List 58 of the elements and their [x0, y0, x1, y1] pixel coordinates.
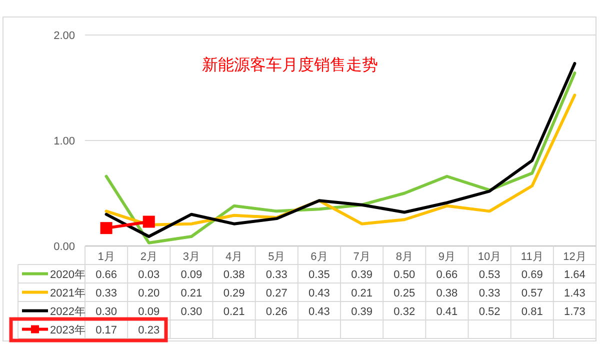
x-tick-label: 9月	[438, 251, 456, 263]
data-label: 0.66	[96, 268, 118, 281]
data-label: 0.52	[478, 306, 500, 318]
data-label: 0.33	[96, 287, 118, 300]
legend-label: 2020年	[50, 268, 86, 281]
x-tick-label: 7月	[353, 251, 370, 263]
x-tick-label: 8月	[396, 251, 413, 263]
data-label: 0.81	[521, 306, 543, 318]
data-label: 0.09	[138, 306, 160, 318]
data-label: 0.23	[138, 324, 160, 336]
data-label: 0.21	[351, 287, 373, 300]
text: 新能源客车月度销售走势	[202, 56, 378, 74]
data-label: 1.43	[564, 287, 586, 300]
data-label: 0.03	[138, 268, 160, 281]
data-label: 0.53	[478, 268, 500, 281]
data-label: 0.30	[96, 306, 118, 318]
data-label: 0.25	[394, 287, 416, 300]
data-label: 0.21	[223, 306, 245, 318]
data-label: 0.38	[223, 268, 245, 281]
data-label: 0.39	[351, 306, 373, 318]
data-label: 0.43	[308, 287, 330, 300]
y-tick-label: 2.00	[54, 30, 75, 42]
data-label: 0.20	[138, 287, 160, 300]
y-tick-label: 0.00	[54, 241, 75, 253]
legend-label: 2022年	[50, 306, 86, 318]
x-tick-label: 10月	[478, 251, 502, 263]
x-tick-label: 11月	[520, 251, 544, 263]
data-label: 0.30	[180, 306, 202, 318]
data-label: 0.09	[180, 268, 202, 281]
data-label: 1.64	[564, 268, 586, 281]
data-label: 0.27	[266, 287, 288, 300]
x-tick-label: 1月	[98, 251, 115, 263]
x-tick-label: 3月	[182, 251, 200, 263]
data-label: 0.32	[394, 306, 416, 318]
legend-label: 2021年	[50, 287, 86, 300]
data-label: 0.35	[308, 268, 330, 281]
data-label: 0.69	[521, 268, 543, 281]
y-tick-label: 1.00	[54, 136, 75, 148]
data-label: 0.29	[223, 287, 245, 300]
data-label: 0.38	[436, 287, 458, 300]
data-label: 0.21	[180, 287, 202, 300]
data-label: 0.33	[478, 287, 500, 300]
data-label: 0.66	[436, 268, 458, 281]
x-tick-label: 6月	[310, 251, 328, 263]
data-label: 0.33	[266, 268, 288, 281]
x-tick-label: 12月	[563, 251, 586, 263]
data-label: 0.43	[308, 306, 330, 318]
legend-label: 2023年	[50, 324, 86, 336]
data-label: 0.17	[96, 324, 118, 336]
data-label: 0.26	[266, 306, 288, 318]
data-label: 1.73	[564, 306, 586, 318]
x-tick-label: 4月	[225, 251, 243, 263]
data-label: 0.39	[351, 268, 373, 281]
x-tick-label: 2月	[140, 251, 158, 263]
data-label: 0.50	[394, 268, 416, 281]
data-label: 0.57	[521, 287, 543, 300]
x-tick-label: 5月	[268, 251, 286, 263]
data-label: 0.41	[436, 306, 458, 318]
